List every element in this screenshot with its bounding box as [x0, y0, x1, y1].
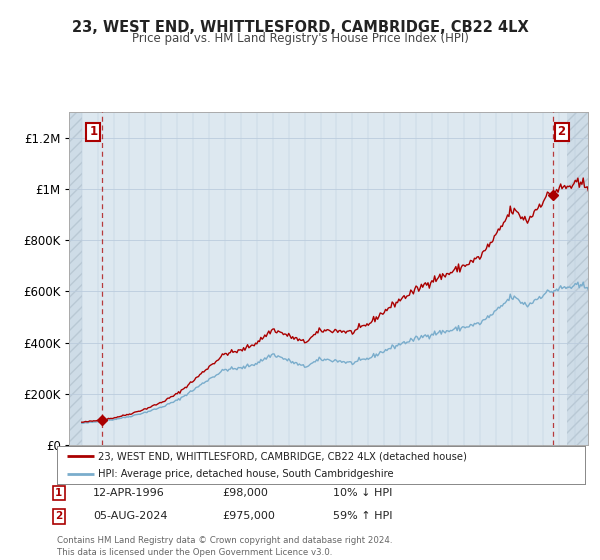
Text: Contains HM Land Registry data © Crown copyright and database right 2024.
This d: Contains HM Land Registry data © Crown c…: [57, 536, 392, 557]
Text: 12-APR-1996: 12-APR-1996: [93, 488, 165, 498]
Text: £98,000: £98,000: [222, 488, 268, 498]
Text: 2: 2: [55, 511, 62, 521]
Text: 23, WEST END, WHITTLESFORD, CAMBRIDGE, CB22 4LX (detached house): 23, WEST END, WHITTLESFORD, CAMBRIDGE, C…: [98, 451, 467, 461]
Text: 05-AUG-2024: 05-AUG-2024: [93, 511, 167, 521]
Text: 59% ↑ HPI: 59% ↑ HPI: [333, 511, 392, 521]
Text: HPI: Average price, detached house, South Cambridgeshire: HPI: Average price, detached house, Sout…: [98, 469, 394, 479]
Text: 2: 2: [557, 125, 566, 138]
Bar: [568, 112, 591, 445]
Bar: [66, 112, 82, 445]
Text: £975,000: £975,000: [222, 511, 275, 521]
Text: 23, WEST END, WHITTLESFORD, CAMBRIDGE, CB22 4LX: 23, WEST END, WHITTLESFORD, CAMBRIDGE, C…: [71, 20, 529, 35]
Text: Price paid vs. HM Land Registry's House Price Index (HPI): Price paid vs. HM Land Registry's House …: [131, 32, 469, 45]
Text: 10% ↓ HPI: 10% ↓ HPI: [333, 488, 392, 498]
Text: 1: 1: [89, 125, 97, 138]
Text: 1: 1: [55, 488, 62, 498]
